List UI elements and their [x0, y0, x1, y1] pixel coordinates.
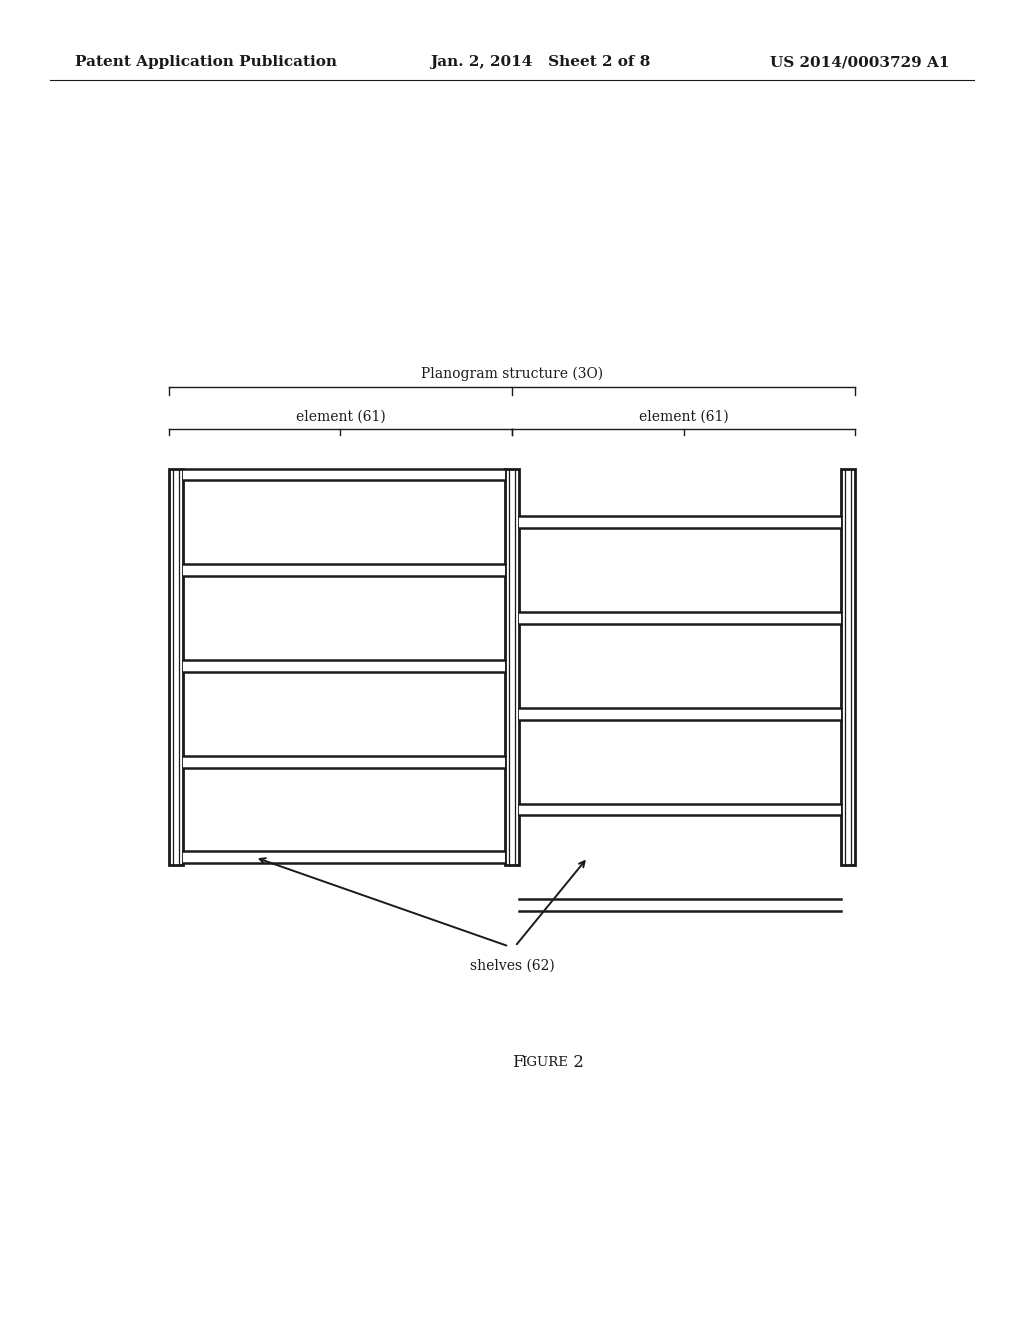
Text: element (61): element (61)	[296, 411, 385, 424]
Bar	[183, 660, 505, 672]
Bar	[183, 469, 505, 480]
Text: shelves (62): shelves (62)	[470, 958, 554, 973]
Bar	[519, 804, 841, 816]
Text: Patent Application Publication: Patent Application Publication	[75, 55, 337, 69]
Text: Planogram structure (3O): Planogram structure (3O)	[421, 367, 603, 380]
Text: US 2014/0003729 A1: US 2014/0003729 A1	[770, 55, 950, 69]
Text: Jan. 2, 2014   Sheet 2 of 8: Jan. 2, 2014 Sheet 2 of 8	[430, 55, 650, 69]
Text: F: F	[512, 1055, 523, 1071]
Text: 2: 2	[568, 1055, 584, 1071]
Bar	[183, 755, 505, 768]
Bar	[519, 612, 841, 624]
Bar	[841, 469, 855, 866]
Bar	[519, 516, 841, 528]
Bar	[519, 899, 841, 911]
Text: element (61): element (61)	[639, 411, 728, 424]
Bar	[169, 469, 183, 866]
Bar	[519, 708, 841, 719]
Bar	[183, 851, 505, 863]
Bar	[183, 565, 505, 576]
Text: IGURE: IGURE	[521, 1056, 568, 1069]
Bar	[505, 469, 519, 866]
